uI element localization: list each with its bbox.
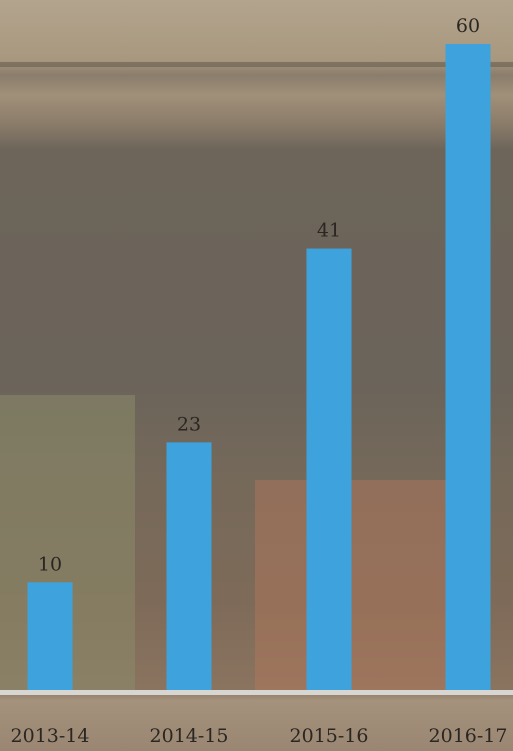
value-label: 10: [38, 553, 62, 575]
x-tick-label: 2015-16: [290, 725, 369, 747]
background-beam: [0, 62, 513, 67]
bar: [27, 582, 73, 690]
background-figure: [255, 480, 455, 695]
x-tick-label: 2013-14: [11, 725, 90, 747]
x-tick-label: 2014-15: [150, 725, 229, 747]
bar: [166, 442, 212, 690]
value-label: 23: [177, 413, 201, 435]
bar: [445, 44, 491, 690]
value-label: 41: [317, 220, 341, 242]
value-label: 60: [456, 15, 480, 37]
x-tick-label: 2016-17: [429, 725, 508, 747]
bar: [306, 248, 352, 691]
baseline: [0, 690, 513, 695]
